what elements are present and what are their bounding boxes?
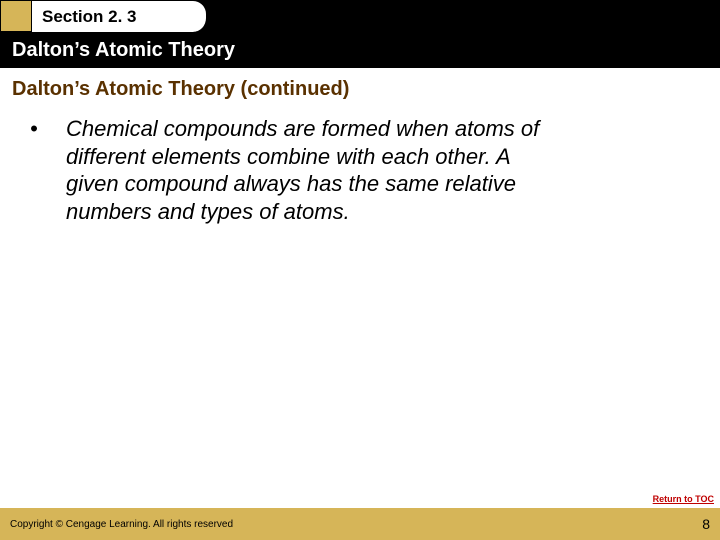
section-tab-accent	[0, 0, 32, 32]
return-to-toc-link[interactable]: Return to TOC	[653, 494, 714, 504]
section-tab-label-container: Section 2. 3	[32, 0, 207, 32]
section-label: Section 2. 3	[42, 7, 136, 27]
topic-title: Dalton’s Atomic Theory	[12, 39, 235, 62]
bullet-text: Chemical compounds are formed when atoms…	[66, 115, 696, 225]
content-area: Dalton’s Atomic Theory (continued) • Che…	[0, 68, 720, 508]
section-tab: Section 2. 3	[0, 0, 207, 32]
bullet-symbol: •	[30, 115, 66, 225]
slide-heading: Dalton’s Atomic Theory (continued)	[12, 78, 696, 101]
page-number: 8	[702, 516, 710, 532]
topic-bar: Dalton’s Atomic Theory	[0, 32, 720, 68]
bullet-item: • Chemical compounds are formed when ato…	[12, 115, 696, 225]
footer-bar: Copyright © Cengage Learning. All rights…	[0, 508, 720, 540]
copyright-text: Copyright © Cengage Learning. All rights…	[10, 519, 233, 530]
